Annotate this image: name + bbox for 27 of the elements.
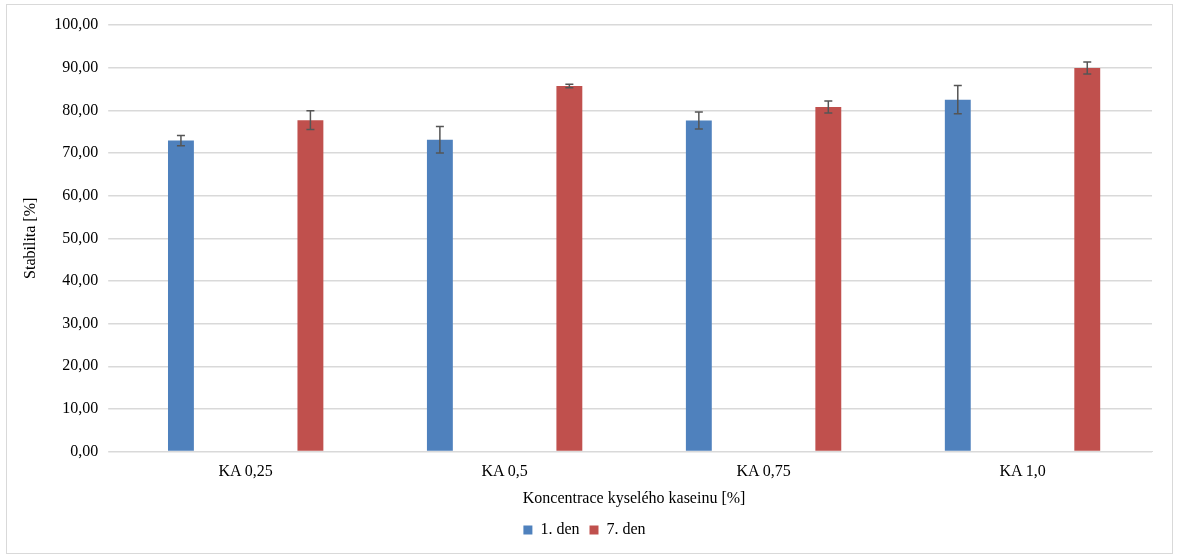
bar xyxy=(167,140,194,451)
y-axis-title: Stabilita [%] xyxy=(20,197,38,279)
x-axis-title: Koncentrace kyselého kaseinu [%] xyxy=(522,488,746,507)
x-tick-label: KA 0,25 xyxy=(218,462,273,480)
y-tick-label: 20,00 xyxy=(62,356,99,374)
y-tick-label: 90,00 xyxy=(62,57,99,75)
legend-label: 1. den xyxy=(540,520,580,538)
y-tick-label: 10,00 xyxy=(62,399,99,417)
x-tick-label: KA 1,0 xyxy=(999,462,1046,480)
y-tick-label: 100,00 xyxy=(54,15,99,33)
bar xyxy=(297,120,324,451)
x-tick-label: KA 0,5 xyxy=(481,462,528,480)
y-tick-label: 40,00 xyxy=(62,271,99,289)
bar xyxy=(426,139,453,451)
x-tick-label: KA 0,75 xyxy=(736,462,791,480)
y-tick-label: 60,00 xyxy=(62,185,99,203)
legend-label: 7. den xyxy=(606,520,646,538)
y-tick-label: 70,00 xyxy=(62,143,99,161)
y-tick-label: 80,00 xyxy=(62,100,99,118)
y-tick-label: 0,00 xyxy=(70,441,99,459)
bar xyxy=(556,86,583,451)
y-tick-label: 30,00 xyxy=(62,313,99,331)
bar xyxy=(815,106,842,451)
bar xyxy=(685,120,712,451)
bar xyxy=(1074,68,1101,451)
bar xyxy=(944,99,971,451)
y-tick-label: 50,00 xyxy=(62,228,99,246)
